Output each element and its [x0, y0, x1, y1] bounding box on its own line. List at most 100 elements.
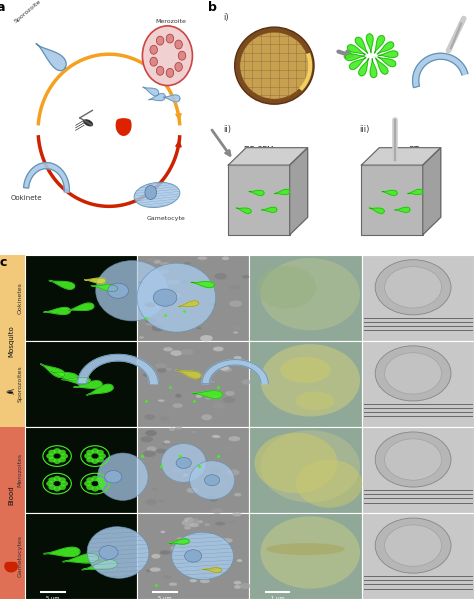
Ellipse shape	[168, 293, 181, 298]
Ellipse shape	[170, 546, 181, 550]
Polygon shape	[49, 280, 74, 289]
FancyBboxPatch shape	[228, 165, 290, 235]
Ellipse shape	[204, 523, 210, 527]
Ellipse shape	[242, 379, 251, 385]
Ellipse shape	[159, 416, 169, 421]
Ellipse shape	[223, 397, 235, 403]
Circle shape	[257, 266, 316, 309]
Circle shape	[175, 62, 182, 71]
Ellipse shape	[232, 512, 241, 516]
Ellipse shape	[83, 119, 93, 126]
Ellipse shape	[186, 488, 198, 493]
Ellipse shape	[215, 435, 221, 438]
Polygon shape	[378, 57, 396, 66]
Ellipse shape	[223, 446, 233, 452]
Ellipse shape	[143, 373, 153, 377]
Bar	[362, 255, 474, 341]
Circle shape	[175, 40, 182, 49]
Ellipse shape	[142, 290, 148, 293]
Polygon shape	[228, 148, 308, 165]
Circle shape	[48, 485, 56, 490]
Ellipse shape	[191, 431, 196, 434]
Ellipse shape	[146, 322, 153, 326]
Ellipse shape	[181, 349, 193, 355]
Text: FIB-SEM: FIB-SEM	[244, 146, 274, 155]
Ellipse shape	[157, 368, 166, 373]
Polygon shape	[359, 59, 369, 76]
Ellipse shape	[221, 538, 233, 543]
Ellipse shape	[149, 383, 155, 385]
Circle shape	[48, 457, 56, 462]
Circle shape	[60, 453, 68, 459]
Bar	[0, 426, 25, 599]
Polygon shape	[78, 355, 158, 384]
Ellipse shape	[211, 508, 223, 514]
Circle shape	[98, 453, 106, 459]
Ellipse shape	[227, 470, 240, 476]
Ellipse shape	[145, 414, 155, 420]
Polygon shape	[178, 301, 199, 307]
Circle shape	[53, 448, 61, 453]
Ellipse shape	[229, 300, 242, 307]
Circle shape	[261, 344, 360, 416]
Ellipse shape	[171, 350, 182, 356]
Ellipse shape	[157, 500, 164, 502]
Circle shape	[261, 258, 360, 331]
Ellipse shape	[151, 488, 157, 491]
Bar	[137, 255, 249, 341]
Text: Gametocyte: Gametocyte	[146, 216, 185, 221]
Polygon shape	[82, 559, 118, 570]
Circle shape	[53, 486, 61, 492]
Ellipse shape	[183, 557, 192, 562]
Polygon shape	[346, 54, 365, 60]
Bar	[25, 426, 137, 513]
Ellipse shape	[234, 493, 241, 497]
Polygon shape	[375, 58, 388, 74]
Circle shape	[178, 52, 186, 60]
Polygon shape	[423, 148, 441, 235]
Ellipse shape	[200, 579, 210, 583]
Circle shape	[99, 546, 118, 559]
Text: Ookinete: Ookinete	[11, 195, 43, 201]
Ellipse shape	[158, 400, 164, 402]
Ellipse shape	[147, 258, 156, 262]
Circle shape	[48, 450, 56, 455]
Ellipse shape	[210, 497, 218, 501]
Ellipse shape	[139, 337, 144, 338]
Polygon shape	[44, 547, 80, 556]
Text: b: b	[208, 1, 217, 14]
Ellipse shape	[240, 583, 251, 589]
Ellipse shape	[222, 256, 229, 260]
Ellipse shape	[134, 182, 180, 207]
Circle shape	[166, 34, 173, 43]
Ellipse shape	[160, 550, 171, 555]
Circle shape	[176, 458, 191, 468]
Ellipse shape	[196, 520, 203, 524]
Ellipse shape	[214, 273, 227, 280]
Ellipse shape	[161, 531, 165, 533]
Polygon shape	[290, 148, 308, 235]
Ellipse shape	[221, 552, 231, 556]
Bar	[25, 513, 137, 599]
Ellipse shape	[196, 377, 201, 380]
Circle shape	[261, 430, 360, 503]
Circle shape	[98, 481, 106, 486]
Circle shape	[91, 476, 99, 481]
Ellipse shape	[155, 363, 167, 368]
Ellipse shape	[207, 495, 216, 498]
Circle shape	[58, 450, 66, 455]
Circle shape	[240, 32, 309, 99]
Ellipse shape	[153, 260, 161, 264]
Polygon shape	[379, 51, 398, 58]
Ellipse shape	[233, 331, 238, 334]
Circle shape	[84, 481, 91, 486]
Polygon shape	[412, 53, 468, 87]
Bar	[137, 426, 249, 513]
Text: Merozoite: Merozoite	[155, 19, 186, 25]
Ellipse shape	[137, 263, 216, 332]
Circle shape	[375, 346, 451, 401]
Ellipse shape	[140, 436, 153, 442]
Polygon shape	[5, 562, 17, 572]
Polygon shape	[369, 208, 384, 214]
Ellipse shape	[217, 481, 229, 487]
